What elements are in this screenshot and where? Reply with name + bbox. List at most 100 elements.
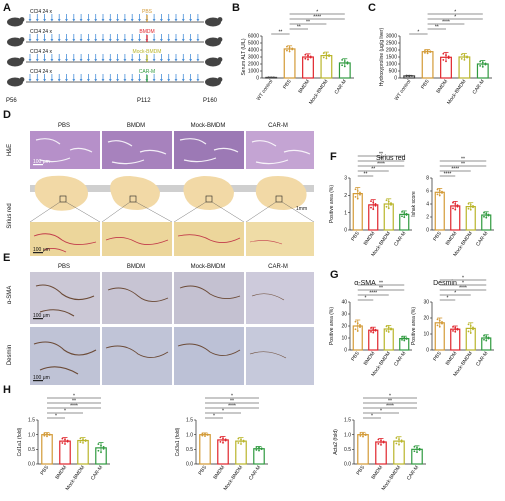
data-point (485, 335, 488, 338)
data-point (469, 208, 472, 211)
x-tick-label: Mock-BMDM (65, 465, 86, 492)
lobe-divider-bar (30, 185, 314, 192)
significance-label: **** (369, 291, 377, 297)
data-point (240, 443, 242, 445)
data-point (362, 435, 364, 438)
data-point (343, 65, 346, 68)
data-point (484, 62, 487, 65)
bar (283, 48, 296, 79)
he-image-mock-bmdm (174, 131, 244, 169)
ccl4-arrowhead (57, 59, 61, 62)
significance-label: ** (230, 399, 234, 405)
desmin-scale-bar (33, 380, 43, 382)
x-tick-label: BMDM (370, 465, 384, 481)
ccl4-arrowhead (116, 59, 119, 62)
mouse-icon (205, 17, 221, 27)
ccl4-arrowhead (160, 19, 163, 22)
ccl4-arrowhead (50, 79, 54, 82)
mouse-icon (205, 57, 221, 67)
panel-letter-g: G (330, 269, 339, 281)
data-point (237, 442, 240, 444)
ccl4-arrowhead (123, 39, 127, 42)
ccl4-arrowhead (79, 59, 83, 62)
mouse-icon (7, 37, 23, 47)
data-point (390, 204, 392, 206)
data-point (102, 447, 105, 450)
ccl4-arrowhead (160, 59, 163, 62)
y-tick-label: 5000 (248, 41, 259, 47)
data-point (201, 432, 204, 435)
data-point (372, 327, 375, 330)
data-point (452, 330, 454, 332)
data-point (401, 211, 403, 213)
data-point (466, 55, 468, 58)
data-point (374, 204, 377, 207)
significance-label: ** (388, 399, 392, 405)
ccl4-arrowhead (79, 19, 83, 22)
data-point (304, 53, 307, 56)
sirius-scale-bar (33, 252, 43, 254)
panel-letter-d: D (3, 109, 11, 121)
data-point (43, 432, 46, 435)
ccl4-arrowhead (57, 39, 61, 42)
ccl4-arrowhead (101, 79, 105, 82)
mouse-icon (7, 57, 23, 67)
x-tick-label: BMDM (445, 351, 459, 367)
data-point (452, 207, 454, 210)
data-point (61, 437, 64, 440)
ccl4-arrowhead (108, 79, 112, 82)
data-point (438, 194, 441, 197)
d-col-pbs: PBS (58, 123, 70, 129)
data-point (463, 58, 466, 61)
data-point (401, 215, 403, 218)
data-point (359, 432, 362, 434)
data-point (454, 330, 457, 333)
mouse-icon (205, 77, 221, 87)
ccl4-arrowhead (123, 79, 127, 82)
data-point (429, 50, 432, 53)
ccl4-arrowhead (181, 39, 185, 42)
data-point (84, 439, 87, 441)
ccl4-arrowhead (50, 39, 54, 42)
x-tick-label: BMDM (445, 231, 459, 247)
ccl4-arrowhead (87, 59, 90, 62)
y-tick-label: 0.0 (344, 462, 351, 468)
y-tick-label: 4000 (248, 48, 259, 54)
data-point (395, 442, 398, 445)
ccl4-arrowhead (196, 79, 200, 82)
x-tick-label: PBS (432, 230, 443, 242)
data-point (359, 324, 361, 326)
x-tick-label: BMDM (54, 465, 68, 481)
panel-letter-b: B (232, 2, 240, 14)
ccl4-arrowhead (72, 59, 76, 62)
sirius-image-bmdm (102, 222, 172, 256)
data-point (291, 47, 294, 50)
x-tick-label: CAR-M (90, 465, 104, 482)
data-point (66, 440, 69, 443)
data-point (467, 330, 470, 333)
data-point (426, 49, 429, 52)
data-point (346, 62, 349, 65)
data-point (359, 191, 361, 194)
y-tick-label: 2500 (386, 41, 397, 47)
data-point (219, 436, 222, 439)
x-tick-label: BMDM (212, 465, 226, 481)
x-tick-label: CAR-M (406, 465, 420, 482)
ccl4-arrowhead (65, 19, 68, 22)
data-point (400, 439, 403, 442)
data-point (398, 443, 400, 446)
x-tick-label: CAR-M (334, 79, 348, 96)
y-tick-label: 30 (423, 300, 429, 306)
data-point (413, 450, 416, 453)
data-point (424, 51, 426, 54)
data-point (481, 61, 484, 64)
ccl4-arrowhead (43, 59, 46, 62)
data-point (385, 205, 388, 208)
y-tick-label: 3000 (386, 34, 397, 40)
data-point (372, 331, 375, 334)
data-point (487, 213, 490, 216)
significance-label: **** (444, 172, 452, 178)
ccl4-arrowhead (189, 59, 192, 62)
